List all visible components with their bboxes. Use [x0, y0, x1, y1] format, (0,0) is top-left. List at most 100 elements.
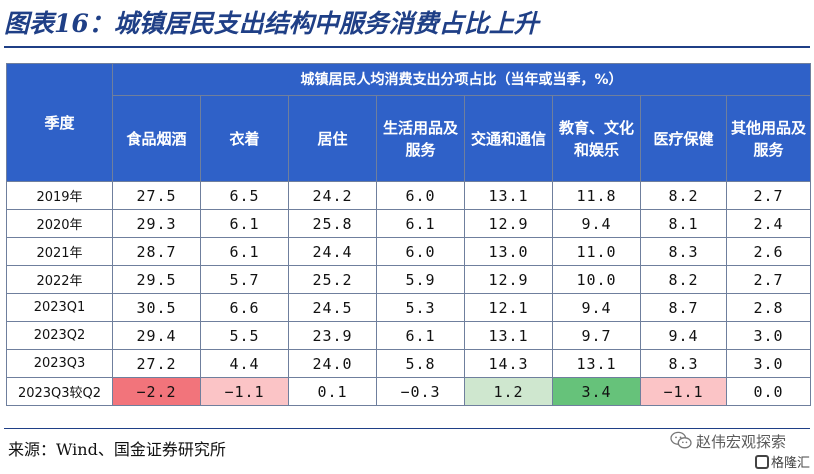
table-cell: 27.2	[112, 349, 201, 378]
table-cell: 27.5	[112, 181, 201, 210]
watermark-logo: 格隆汇	[754, 452, 810, 471]
table-row: 2023Q3 27.2 4.4 24.0 5.8 14.3 13.1 8.3 3…	[6, 349, 812, 378]
table-cell: 9.4	[552, 209, 641, 238]
table-cell: 2.7	[725, 181, 812, 210]
table-cell: 8.7	[640, 293, 727, 322]
table-cell: 3.0	[725, 349, 812, 378]
table-cell: 2.6	[725, 237, 812, 266]
table-cell: 30.5	[112, 293, 201, 322]
row-label: 2023Q3	[6, 349, 113, 378]
diff-row: 2023Q3较Q2 −2.2 −1.1 0.1 −0.3 1.2 3.4 −1.…	[6, 377, 812, 406]
table-cell: 11.8	[552, 181, 641, 210]
table-cell: 8.1	[640, 209, 727, 238]
table-body: 2019年 27.5 6.5 24.2 6.0 13.1 11.8 8.2 2.…	[6, 181, 812, 406]
table-cell: 6.5	[200, 181, 289, 210]
table-cell: 2.7	[725, 265, 812, 294]
column-header: 其他用品及服务	[725, 95, 812, 182]
diff-cell: −2.2	[112, 377, 201, 406]
table-cell: 5.5	[200, 321, 289, 350]
table-cell: 2.8	[725, 293, 812, 322]
title-divider	[4, 46, 810, 48]
column-header: 交通和通信	[464, 95, 553, 182]
table-cell: 6.1	[200, 237, 289, 266]
row-label: 2019年	[6, 181, 113, 210]
diff-cell: 0.0	[725, 377, 812, 406]
table-cell: 14.3	[464, 349, 553, 378]
table-cell: 6.1	[376, 321, 465, 350]
column-header: 医疗保健	[640, 95, 727, 182]
row-label: 2022年	[6, 265, 113, 294]
table-cell: 29.4	[112, 321, 201, 350]
table-cell: 10.0	[552, 265, 641, 294]
table-cell: 24.2	[288, 181, 377, 210]
column-header: 居住	[288, 95, 377, 182]
table-cell: 12.9	[464, 209, 553, 238]
table-row: 2023Q2 29.4 5.5 23.9 6.1 13.1 9.7 9.4 3.…	[6, 321, 812, 350]
wechat-icon	[670, 431, 692, 449]
diff-cell: 3.4	[552, 377, 641, 406]
table-row: 2020年 29.3 6.1 25.8 6.1 12.9 9.4 8.1 2.4	[6, 209, 812, 238]
table-row: 2021年 28.7 6.1 24.4 6.0 13.0 11.0 8.3 2.…	[6, 237, 812, 266]
table-cell: 12.9	[464, 265, 553, 294]
table-cell: 11.0	[552, 237, 641, 266]
diff-cell: −0.3	[376, 377, 465, 406]
row-label: 2021年	[6, 237, 113, 266]
table-row: 2022年 29.5 5.7 25.2 5.9 12.9 10.0 8.2 2.…	[6, 265, 812, 294]
table-cell: 6.1	[376, 209, 465, 238]
table-cell: 23.9	[288, 321, 377, 350]
diff-cell: 0.1	[288, 377, 377, 406]
table-cell: 25.8	[288, 209, 377, 238]
column-header: 生活用品及服务	[376, 95, 465, 182]
table-cell: 25.2	[288, 265, 377, 294]
diff-cell: −1.1	[200, 377, 289, 406]
table-cell: 6.1	[200, 209, 289, 238]
table-cell: 29.5	[112, 265, 201, 294]
table-cell: 9.4	[552, 293, 641, 322]
table-cell: 5.9	[376, 265, 465, 294]
table-cell: 9.4	[640, 321, 727, 350]
table-cell: 8.3	[640, 349, 727, 378]
table-cell: 5.3	[376, 293, 465, 322]
table-cell: 13.1	[464, 321, 553, 350]
table-cell: 4.4	[200, 349, 289, 378]
page-title: 图表16：城镇居民支出结构中服务消费占比上升	[4, 9, 539, 38]
column-header: 衣着	[200, 95, 289, 182]
table-cell: 6.0	[376, 181, 465, 210]
table-cell: 24.5	[288, 293, 377, 322]
season-header: 季度	[6, 63, 113, 182]
consumption-structure-table: 季度 城镇居民人均消费支出分项占比（当年或当季，%） 食品烟酒 衣着 居住 生活…	[6, 63, 812, 406]
table-row: 2023Q1 30.5 6.6 24.5 5.3 12.1 9.4 8.7 2.…	[6, 293, 812, 322]
table-cell: 8.2	[640, 265, 727, 294]
table-cell: 8.2	[640, 181, 727, 210]
table-cell: 6.6	[200, 293, 289, 322]
table-cell: 29.3	[112, 209, 201, 238]
column-header: 食品烟酒	[112, 95, 201, 182]
diff-cell: −1.1	[640, 377, 727, 406]
table-cell: 9.7	[552, 321, 641, 350]
table-cell: 24.4	[288, 237, 377, 266]
watermark-logo-text: 格隆汇	[770, 456, 810, 471]
table-row: 2019年 27.5 6.5 24.2 6.0 13.1 11.8 8.2 2.…	[6, 181, 812, 210]
logo-icon	[754, 454, 769, 469]
watermark: 赵伟宏观探索	[670, 429, 786, 453]
diff-cell: 1.2	[464, 377, 553, 406]
row-label: 2023Q1	[6, 293, 113, 322]
table-cell: 2.4	[725, 209, 812, 238]
table-cell: 12.1	[464, 293, 553, 322]
row-label: 2020年	[6, 209, 113, 238]
diff-row-label: 2023Q3较Q2	[6, 377, 113, 406]
row-label: 2023Q2	[6, 321, 113, 350]
table-cell: 5.8	[376, 349, 465, 378]
table-cell: 6.0	[376, 237, 465, 266]
table-cell: 8.3	[640, 237, 727, 266]
table-cell: 24.0	[288, 349, 377, 378]
table-cell: 13.1	[464, 181, 553, 210]
column-header: 教育、文化和娱乐	[552, 95, 641, 182]
group-header: 城镇居民人均消费支出分项占比（当年或当季，%）	[111, 63, 812, 96]
table-cell: 13.1	[552, 349, 641, 378]
table-cell: 28.7	[112, 237, 201, 266]
source-divider	[4, 428, 810, 429]
table-cell: 3.0	[725, 321, 812, 350]
table-cell: 5.7	[200, 265, 289, 294]
table-cell: 13.0	[464, 237, 553, 266]
